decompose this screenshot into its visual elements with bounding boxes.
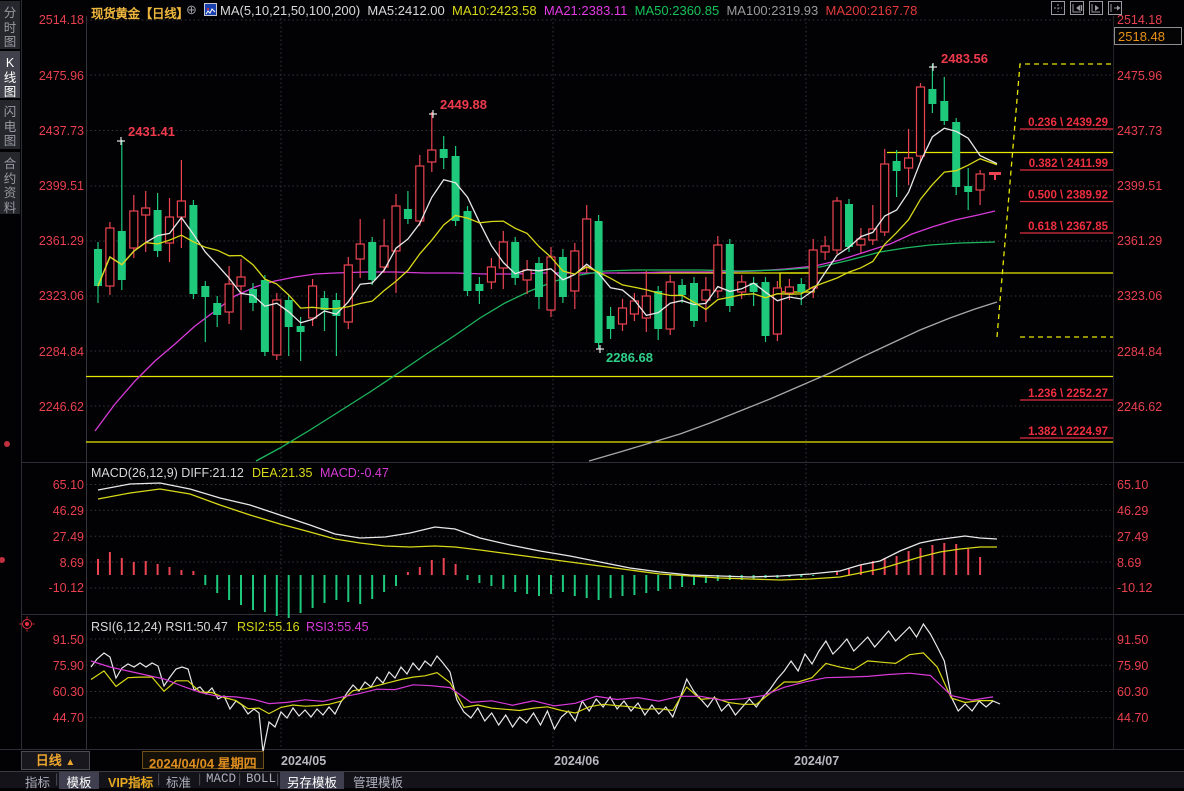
svg-text:2399.51: 2399.51: [39, 179, 84, 193]
svg-text:75.90: 75.90: [1117, 659, 1148, 673]
svg-text:8.69: 8.69: [60, 556, 84, 570]
svg-text:2437.73: 2437.73: [1117, 124, 1162, 138]
svg-text:2246.62: 2246.62: [1117, 400, 1162, 414]
svg-text:2284.84: 2284.84: [39, 345, 84, 359]
svg-text:0.236 \ 2439.29: 0.236 \ 2439.29: [1028, 117, 1108, 129]
svg-text:DEA:21.35: DEA:21.35: [252, 466, 313, 480]
svg-text:2437.73: 2437.73: [39, 124, 84, 138]
svg-text:2475.96: 2475.96: [1117, 69, 1162, 83]
svg-text:46.29: 46.29: [53, 504, 84, 518]
svg-text:0.618 \ 2367.85: 0.618 \ 2367.85: [1028, 221, 1109, 233]
svg-text:2431.41: 2431.41: [128, 124, 175, 139]
svg-text:-10.12: -10.12: [49, 581, 84, 595]
svg-text:44.70: 44.70: [1117, 711, 1148, 725]
svg-text:46.29: 46.29: [1117, 504, 1148, 518]
svg-text:91.50: 91.50: [53, 633, 84, 647]
svg-text:0.500 \ 2389.92: 0.500 \ 2389.92: [1028, 190, 1108, 202]
svg-text:RSI3:55.45: RSI3:55.45: [306, 620, 369, 634]
svg-text:27.49: 27.49: [1117, 530, 1148, 544]
svg-text:-10.12: -10.12: [1117, 581, 1152, 595]
svg-text:2361.29: 2361.29: [39, 234, 84, 248]
svg-text:1.236 \ 2252.27: 1.236 \ 2252.27: [1028, 388, 1108, 400]
svg-text:2514.18: 2514.18: [39, 13, 84, 27]
svg-text:2518.48: 2518.48: [1118, 29, 1165, 44]
svg-text:2475.96: 2475.96: [39, 69, 84, 83]
svg-text:65.10: 65.10: [1117, 478, 1148, 492]
svg-text:60.30: 60.30: [1117, 685, 1148, 699]
svg-text:1.382 \ 2224.97: 1.382 \ 2224.97: [1028, 426, 1108, 438]
svg-text:27.49: 27.49: [53, 530, 84, 544]
svg-text:2514.18: 2514.18: [1117, 13, 1162, 27]
svg-text:2399.51: 2399.51: [1117, 179, 1162, 193]
svg-text:2286.68: 2286.68: [606, 350, 653, 365]
svg-text:RSI(6,12,24) RSI1:50.47: RSI(6,12,24) RSI1:50.47: [91, 620, 228, 634]
svg-text:RSI2:55.16: RSI2:55.16: [237, 620, 300, 634]
svg-text:2449.88: 2449.88: [440, 97, 487, 112]
svg-text:2246.62: 2246.62: [39, 400, 84, 414]
svg-text:MACD:-0.47: MACD:-0.47: [320, 466, 389, 480]
svg-text:8.69: 8.69: [1117, 556, 1141, 570]
svg-text:60.30: 60.30: [53, 685, 84, 699]
svg-text:0.382 \ 2411.99: 0.382 \ 2411.99: [1029, 158, 1108, 170]
svg-text:91.50: 91.50: [1117, 633, 1148, 647]
svg-text:44.70: 44.70: [53, 711, 84, 725]
svg-text:2483.56: 2483.56: [941, 51, 988, 66]
svg-text:2323.06: 2323.06: [1117, 289, 1162, 303]
svg-text:2284.84: 2284.84: [1117, 345, 1162, 359]
svg-text:75.90: 75.90: [53, 659, 84, 673]
svg-text:2361.29: 2361.29: [1117, 234, 1162, 248]
svg-text:2323.06: 2323.06: [39, 289, 84, 303]
svg-text:65.10: 65.10: [53, 478, 84, 492]
svg-text:MACD(26,12,9) DIFF:21.12: MACD(26,12,9) DIFF:21.12: [91, 466, 244, 480]
